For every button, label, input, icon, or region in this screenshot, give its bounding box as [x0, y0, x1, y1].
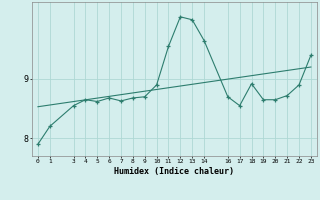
- X-axis label: Humidex (Indice chaleur): Humidex (Indice chaleur): [115, 167, 234, 176]
